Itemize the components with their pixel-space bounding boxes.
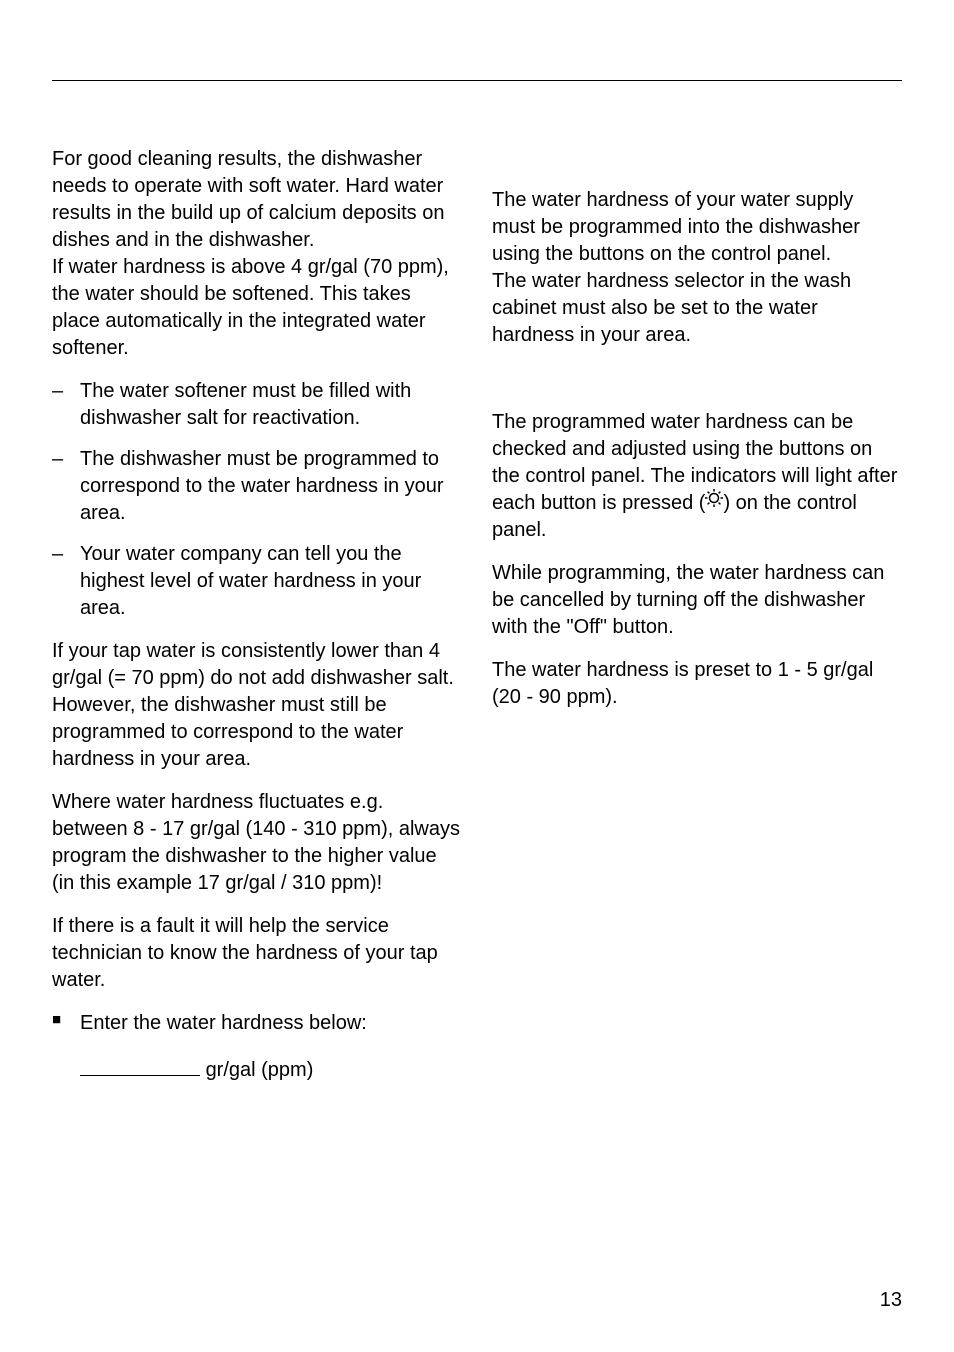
preset-para: The water hardness is preset to 1 - 5 gr… [492,657,902,711]
page-content: For good cleaning results, the dishwashe… [52,141,902,1084]
unit-label: gr/gal (ppm) [206,1059,314,1081]
body-text: The water hardness of your water supply … [492,187,902,268]
programming-block: The water hardness of your water supply … [492,187,902,349]
body-text: Where water hardness fluctuates e.g. bet… [52,789,462,897]
top-rule [52,80,902,81]
list-item: Your water company can tell you the high… [52,541,462,622]
tap-water-para: If your tap water is consistently lower … [52,638,462,773]
hardness-blank[interactable] [80,1075,200,1076]
left-column: For good cleaning results, the dishwashe… [52,141,462,1084]
check-adjust-para: The programmed water hardness can be che… [492,409,902,544]
right-column: The water hardness of your water supply … [492,141,902,1084]
cancel-para: While programming, the water hardness ca… [492,560,902,641]
enter-hardness-label: Enter the water hardness below: [52,1010,462,1037]
intro-para: For good cleaning results, the dishwashe… [52,146,462,254]
fluctuate-para: Where water hardness fluctuates e.g. bet… [52,789,462,897]
indicator-light-icon [705,488,723,515]
softener-bullet-list: The water softener must be filled with d… [52,378,462,622]
intro-block: For good cleaning results, the dishwashe… [52,146,462,362]
list-item: The water softener must be filled with d… [52,378,462,432]
body-text: While programming, the water hardness ca… [492,560,902,641]
body-text: If there is a fault it will help the ser… [52,913,462,994]
list-item: The dishwasher must be programmed to cor… [52,446,462,527]
body-text: The programmed water hardness can be che… [492,409,902,544]
page-number: 13 [880,1289,902,1312]
body-text: The water hardness is preset to 1 - 5 gr… [492,657,902,711]
fault-para: If there is a fault it will help the ser… [52,913,462,994]
intro-para-2: If water hardness is above 4 gr/gal (70 … [52,254,462,362]
hardness-input-line: gr/gal (ppm) [52,1057,462,1084]
body-text: The water hardness selector in the wash … [492,268,902,349]
enter-hardness-bullet: Enter the water hardness below: [52,1010,462,1037]
body-text: If your tap water is consistently lower … [52,638,462,773]
